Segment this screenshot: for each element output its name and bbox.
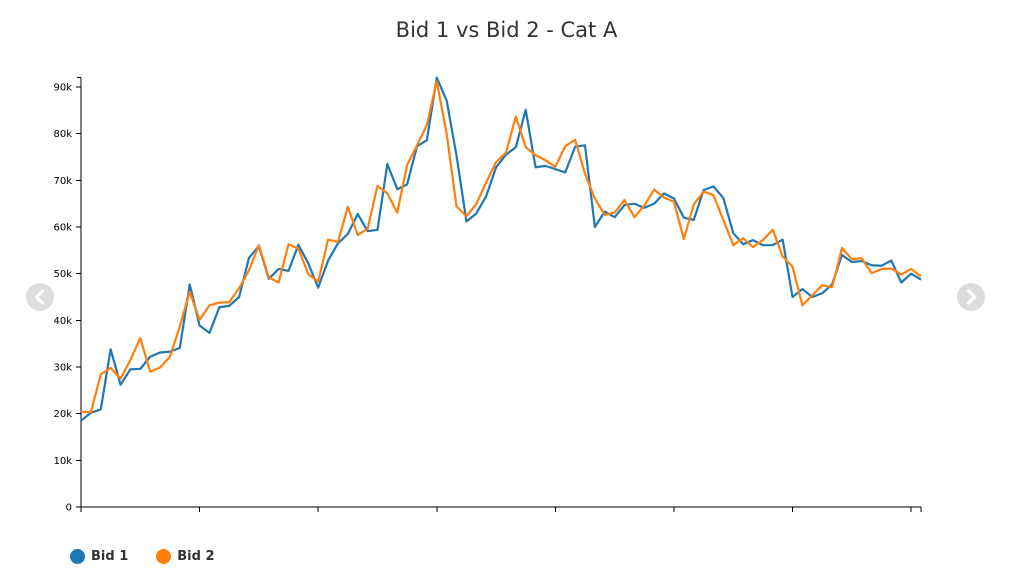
- y-tick-label: 60k: [53, 223, 72, 234]
- series-layer: [80, 76, 922, 422]
- y-tick-label: 90k: [53, 83, 72, 94]
- legend-item-bid-2[interactable]: Bid 2: [156, 549, 215, 564]
- y-tick-label: 50k: [53, 269, 72, 280]
- y-tick-label: 0: [66, 503, 72, 514]
- next-chart-button[interactable]: [957, 283, 985, 311]
- legend-swatch-bid-2: [156, 549, 172, 564]
- y-tick-label: 30k: [53, 363, 72, 374]
- legend-label-bid-2: Bid 2: [177, 549, 215, 564]
- chevron-left-icon: [34, 289, 45, 305]
- legend-item-bid-1[interactable]: Bid 1: [70, 549, 128, 564]
- chart-title: Bid 1 vs Bid 2 - Cat A: [395, 18, 618, 42]
- y-tick-label: 20k: [53, 409, 72, 420]
- legend-label-bid-1: Bid 1: [91, 549, 129, 564]
- y-tick-label: 70k: [53, 176, 72, 187]
- legend-swatch-bid-1: [70, 549, 85, 564]
- x-axis: [80, 506, 922, 512]
- series-line-bid-1[interactable]: [80, 76, 922, 422]
- y-axis: 0 10k 20k 30k 40k 50k 60k 70k 80k 90k: [53, 77, 82, 514]
- chart-legend: Bid 1 Bid 2: [70, 549, 243, 564]
- y-tick-label: 40k: [53, 316, 72, 327]
- prev-chart-button[interactable]: [26, 283, 54, 311]
- y-tick-label: 80k: [53, 129, 72, 140]
- y-tick-label: 10k: [53, 456, 72, 467]
- chevron-right-icon: [966, 289, 977, 305]
- series-line-bid-2[interactable]: [80, 80, 922, 414]
